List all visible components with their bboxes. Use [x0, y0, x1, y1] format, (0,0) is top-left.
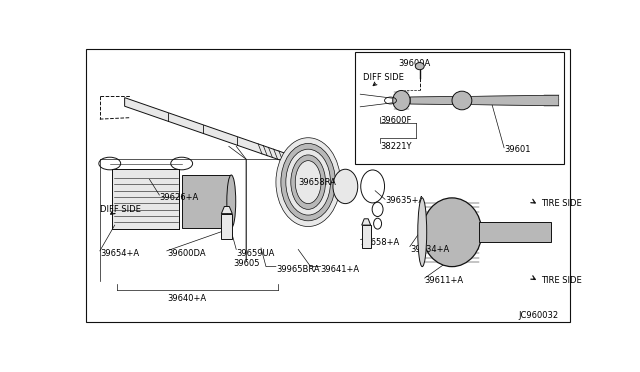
Text: TIRE SIDE: TIRE SIDE	[541, 276, 582, 285]
Ellipse shape	[276, 138, 340, 227]
Text: 39641+A: 39641+A	[321, 265, 360, 274]
Bar	[221, 214, 232, 240]
Ellipse shape	[295, 161, 321, 203]
Text: 39654+A: 39654+A	[100, 249, 139, 258]
Polygon shape	[362, 219, 371, 225]
Text: 39611+A: 39611+A	[425, 276, 464, 285]
Ellipse shape	[452, 91, 472, 110]
Polygon shape	[410, 95, 559, 106]
Ellipse shape	[281, 144, 335, 221]
Text: 39634+A: 39634+A	[410, 245, 449, 254]
Text: 38221Y: 38221Y	[380, 142, 412, 151]
Text: 39635+A: 39635+A	[385, 196, 424, 205]
Text: DIFF SIDE: DIFF SIDE	[363, 73, 404, 82]
Bar	[355, 52, 564, 164]
Text: JC960032: JC960032	[518, 311, 559, 320]
Text: 39640+A: 39640+A	[167, 294, 206, 303]
Text: 39600A: 39600A	[399, 59, 431, 68]
Text: DIFF SIDE: DIFF SIDE	[100, 205, 141, 214]
Ellipse shape	[291, 155, 326, 209]
Ellipse shape	[418, 198, 427, 267]
Text: 39601: 39601	[504, 145, 531, 154]
Bar	[479, 222, 551, 242]
Ellipse shape	[422, 198, 482, 267]
Polygon shape	[125, 97, 298, 166]
Text: 39600DA: 39600DA	[167, 249, 205, 258]
Bar	[362, 225, 371, 248]
Text: 39600F: 39600F	[380, 116, 412, 125]
Ellipse shape	[415, 62, 424, 70]
Text: 39658+A: 39658+A	[360, 238, 399, 247]
Text: 39965BRA: 39965BRA	[276, 265, 319, 274]
Polygon shape	[221, 206, 232, 214]
Ellipse shape	[286, 149, 330, 215]
Ellipse shape	[333, 169, 358, 203]
Bar	[182, 175, 231, 228]
Text: 39658RA: 39658RA	[298, 178, 336, 187]
Ellipse shape	[227, 175, 236, 228]
Text: TIRE SIDE: TIRE SIDE	[541, 199, 582, 208]
Ellipse shape	[393, 90, 410, 110]
Bar	[112, 169, 179, 230]
Text: 39605: 39605	[233, 259, 259, 268]
Text: 39659UA: 39659UA	[236, 249, 275, 258]
Text: 39626+A: 39626+A	[159, 193, 198, 202]
